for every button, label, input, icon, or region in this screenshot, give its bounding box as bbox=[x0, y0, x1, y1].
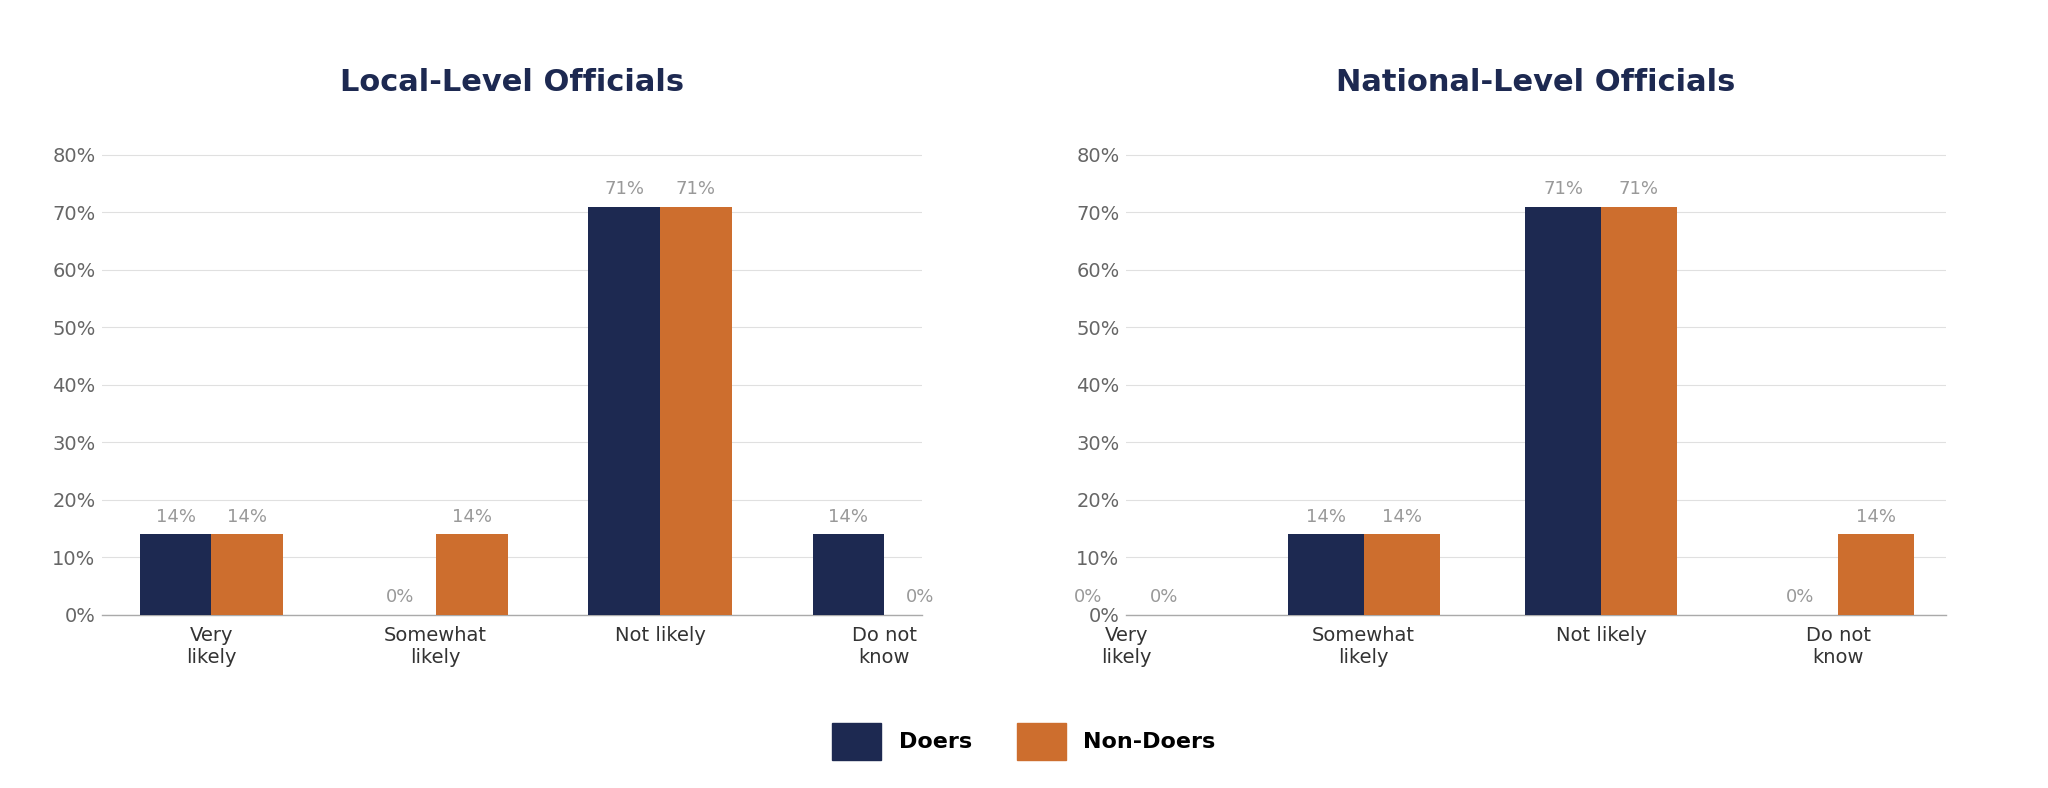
Bar bbox=[588, 206, 659, 615]
Bar bbox=[211, 534, 283, 615]
Bar bbox=[1526, 206, 1602, 615]
Bar bbox=[1839, 534, 1915, 615]
Text: 0%: 0% bbox=[905, 588, 934, 606]
Bar bbox=[1602, 206, 1677, 615]
Text: 71%: 71% bbox=[604, 180, 645, 198]
Text: 71%: 71% bbox=[676, 180, 717, 198]
Text: 14%: 14% bbox=[1382, 507, 1421, 526]
Bar bbox=[1364, 534, 1440, 615]
Title: Local-Level Officials: Local-Level Officials bbox=[340, 69, 684, 98]
Text: 0%: 0% bbox=[1151, 588, 1178, 606]
Text: 14%: 14% bbox=[1307, 507, 1346, 526]
Bar bbox=[659, 206, 731, 615]
Text: 14%: 14% bbox=[453, 507, 492, 526]
Text: 14%: 14% bbox=[227, 507, 268, 526]
Text: 71%: 71% bbox=[1620, 180, 1659, 198]
Text: 0%: 0% bbox=[1075, 588, 1102, 606]
Text: 0%: 0% bbox=[1786, 588, 1815, 606]
Text: 14%: 14% bbox=[1855, 507, 1896, 526]
Bar bbox=[1288, 534, 1364, 615]
Legend: Doers, Non-Doers: Doers, Non-Doers bbox=[823, 714, 1225, 769]
Title: National-Level Officials: National-Level Officials bbox=[1335, 69, 1737, 98]
Text: 14%: 14% bbox=[156, 507, 195, 526]
Text: 14%: 14% bbox=[829, 507, 868, 526]
Bar bbox=[436, 534, 508, 615]
Bar bbox=[813, 534, 885, 615]
Bar bbox=[139, 534, 211, 615]
Text: 0%: 0% bbox=[385, 588, 414, 606]
Text: 71%: 71% bbox=[1542, 180, 1583, 198]
